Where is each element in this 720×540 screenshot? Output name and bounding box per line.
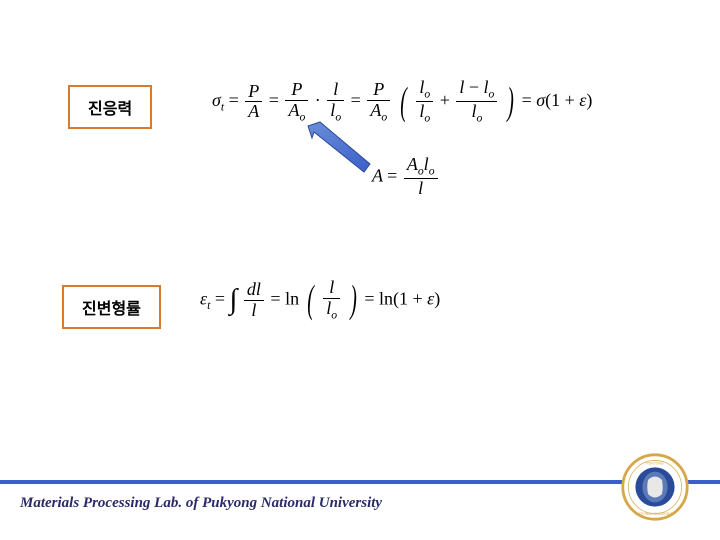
true-strain-label-box: 진변형률 — [62, 285, 161, 329]
footer-text: Materials Processing Lab. of Pukyong Nat… — [20, 495, 382, 512]
sigma-t-equation: σt = PA = PAo · llo = PAo lolo + l − lol… — [212, 78, 592, 126]
eps-t-equation: εt = ∫ dll = ln llo = ln(1 + ε) — [200, 278, 440, 322]
true-stress-label-box: 진응력 — [68, 85, 152, 129]
university-logo-icon: PUKYONG NATIONAL UNIVERSITY — [620, 452, 690, 522]
svg-text:PUKYONG: PUKYONG — [646, 462, 664, 466]
slide: 진응력 σt = PA = PAo · llo = PAo lolo + l −… — [0, 0, 720, 540]
true-strain-label: 진변형률 — [82, 301, 141, 318]
svg-text:NATIONAL UNIVERSITY: NATIONAL UNIVERSITY — [635, 512, 675, 516]
true-stress-label: 진응력 — [88, 101, 132, 118]
footer-divider — [0, 480, 720, 484]
A-equation: A = Aolo l — [372, 155, 440, 199]
arrow-icon — [300, 120, 380, 180]
